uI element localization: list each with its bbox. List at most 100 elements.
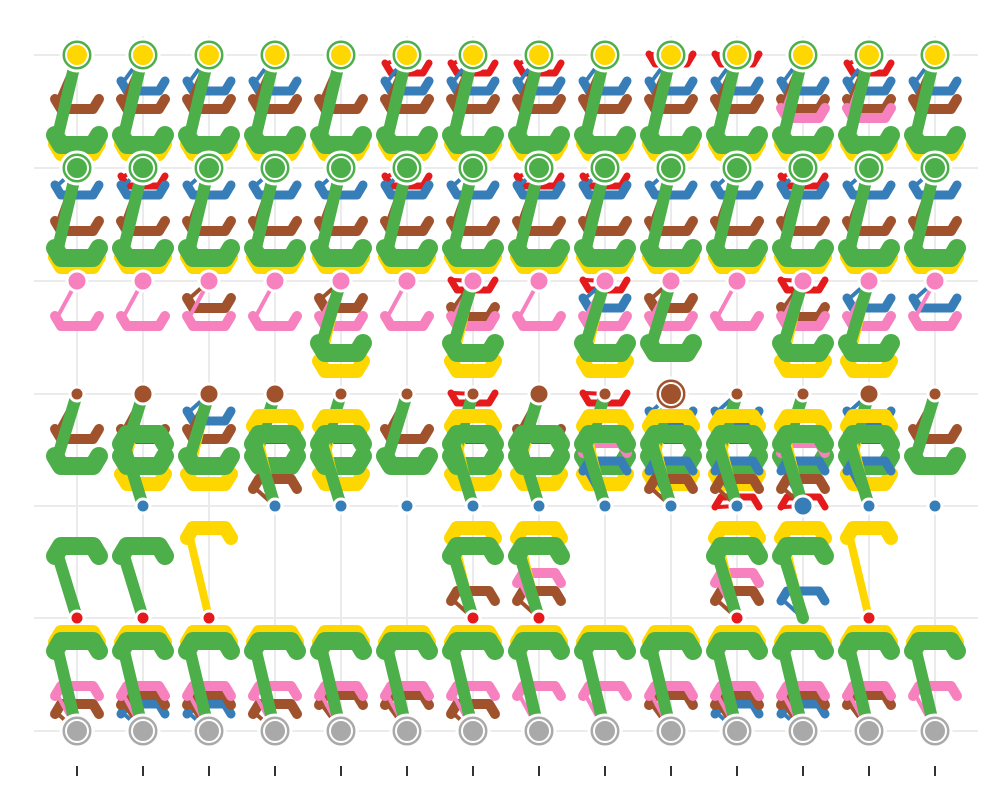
flow-segment-blue	[644, 456, 698, 476]
flow-segment-brown	[50, 699, 104, 719]
row-node-inner	[857, 719, 881, 743]
row-node	[200, 609, 218, 627]
row-node-inner	[131, 156, 155, 180]
flow-segment-blue	[116, 180, 170, 200]
row-node-inner	[659, 382, 683, 406]
row-node-inner	[593, 719, 617, 743]
flow-connector-green	[580, 438, 611, 512]
flow-segment-pink	[182, 311, 236, 331]
row-node	[464, 497, 482, 515]
row-node-inner	[923, 156, 947, 180]
row-node	[596, 497, 614, 515]
flow-segment-pink	[512, 681, 566, 701]
flow-segment-pink	[710, 568, 764, 588]
row-node	[791, 269, 815, 293]
flow-segment-yellow	[708, 409, 766, 433]
row-node-inner	[659, 43, 683, 67]
row-node	[659, 269, 683, 293]
row-node-inner	[659, 156, 683, 180]
flow-connector-yellow	[846, 534, 873, 622]
row-node	[857, 269, 881, 293]
row-node-inner	[923, 43, 947, 67]
flow-segment-brown	[512, 94, 566, 114]
flow-segment-blue	[776, 180, 830, 200]
flow-segment-blue	[182, 76, 236, 96]
row-node	[728, 385, 746, 403]
row-node	[794, 385, 812, 403]
row-node	[596, 385, 614, 403]
flow-connector-green	[514, 438, 545, 512]
flow-segment-brown	[710, 94, 764, 114]
row-node	[926, 385, 944, 403]
row-node	[662, 497, 680, 515]
flow-segment-pink	[446, 681, 500, 701]
flow-segment-blue	[314, 180, 368, 200]
flow-segment-yellow	[510, 467, 568, 491]
flow-segment-brown	[710, 474, 764, 494]
flow-segment-blue	[842, 293, 896, 313]
row-node-inner	[725, 156, 749, 180]
flow-segment-brown	[248, 474, 302, 494]
flow-segment-pink	[908, 681, 962, 701]
row-node-inner	[461, 43, 485, 67]
row-node-inner	[65, 156, 89, 180]
flow-connector-green	[646, 438, 677, 512]
flow-segment-blue	[776, 456, 830, 476]
flow-segment-brown	[908, 94, 962, 114]
row-node-inner	[329, 43, 353, 67]
row-node	[461, 269, 485, 293]
row-node-inner	[461, 719, 485, 743]
row-node	[68, 609, 86, 627]
flow-segment-brown	[644, 293, 698, 313]
flow-segment-pink	[446, 311, 500, 331]
row-node	[857, 382, 881, 406]
flow-segment-brown	[644, 94, 698, 114]
row-node-inner	[527, 156, 551, 180]
flow-segment-pink	[578, 681, 632, 701]
flow-segment-blue	[776, 76, 830, 96]
flow-segment-pink	[578, 311, 632, 331]
flow-segment-pink	[380, 311, 434, 331]
flow-segment-pink	[644, 311, 698, 331]
row-node	[398, 385, 416, 403]
row-node	[131, 382, 155, 406]
row-node-inner	[263, 43, 287, 67]
flow-segment-pink	[842, 311, 896, 331]
flow-segment-yellow	[840, 521, 898, 545]
row-node	[263, 382, 287, 406]
row-node-inner	[197, 43, 221, 67]
flow-segment-pink	[50, 311, 104, 331]
flow-segment-blue	[446, 76, 500, 96]
row-node	[593, 269, 617, 293]
row-node	[923, 269, 947, 293]
row-node	[263, 269, 287, 293]
flow-segment-blue	[710, 180, 764, 200]
flow-connector-green	[52, 388, 83, 462]
flow-segment-yellow	[840, 467, 898, 491]
flow-connector-green	[712, 438, 743, 512]
row-node	[725, 269, 749, 293]
flow-connector-green	[250, 438, 281, 512]
row-node	[728, 609, 746, 627]
flow-segment-brown	[116, 94, 170, 114]
flow-connector-green	[448, 550, 479, 624]
row-node-inner	[395, 719, 419, 743]
flow-segment-pink	[380, 681, 434, 701]
row-node	[131, 269, 155, 293]
flow-segment-yellow	[840, 354, 898, 378]
flow-segment-blue	[776, 586, 830, 606]
flow-segment-blue	[842, 76, 896, 96]
flow-segment-blue	[578, 76, 632, 96]
row-node	[266, 497, 284, 515]
flow-segment-brown	[446, 586, 500, 606]
flow-segment-yellow	[246, 409, 304, 433]
flow-connector-green	[382, 388, 413, 462]
flow-segment-blue	[842, 180, 896, 200]
flow-segment-blue	[446, 180, 500, 200]
row-node	[65, 269, 89, 293]
flow-segment-brown	[578, 94, 632, 114]
flow-segment-pink	[908, 311, 962, 331]
flow-segment-brown	[50, 424, 104, 444]
row-node-inner	[197, 719, 221, 743]
flow-segment-blue	[578, 456, 632, 476]
